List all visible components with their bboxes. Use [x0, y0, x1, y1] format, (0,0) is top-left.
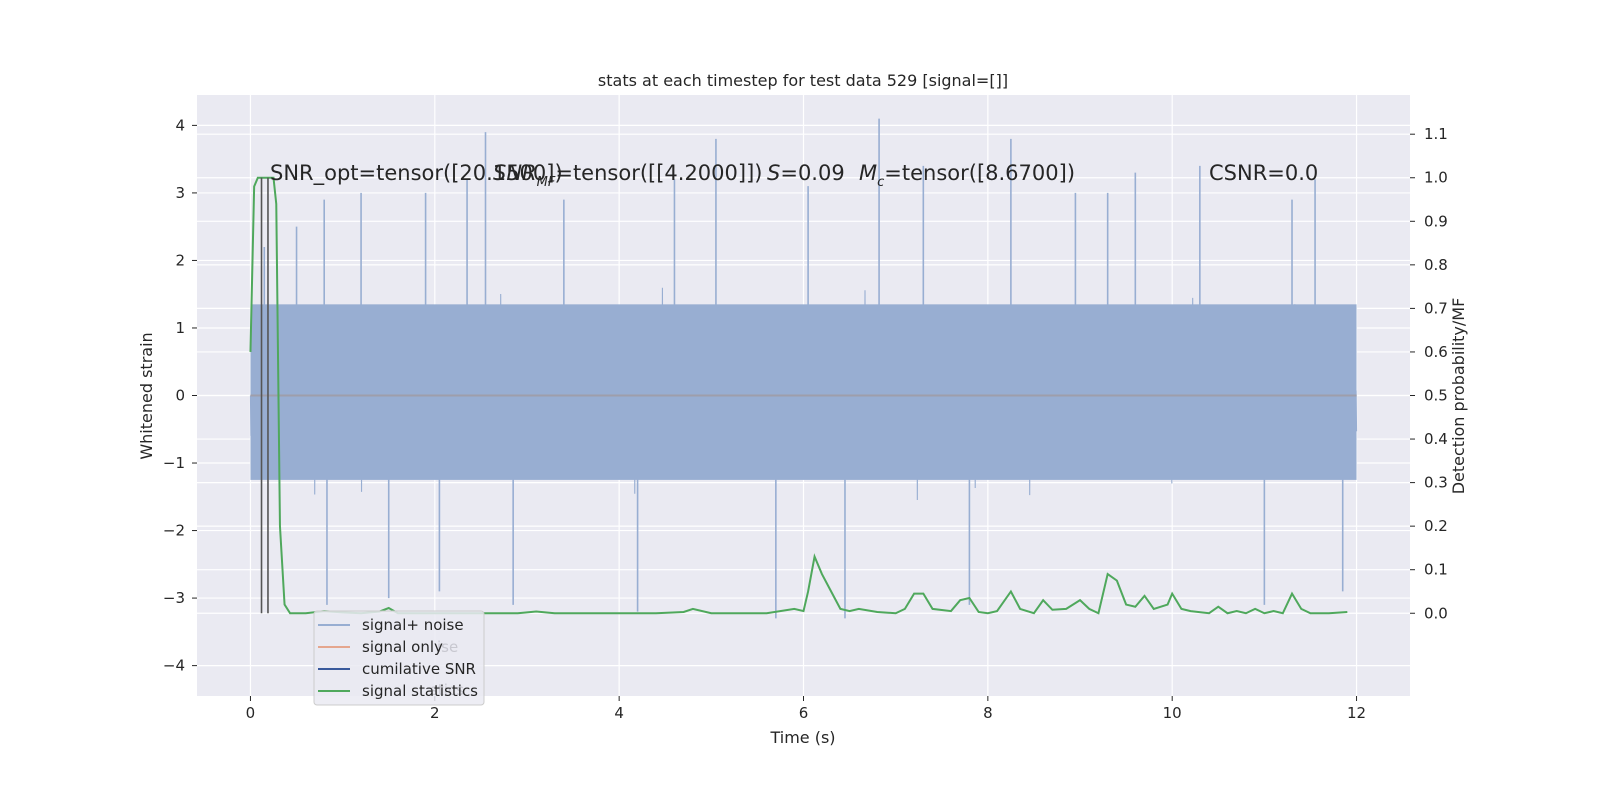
- y-right-tick-label-7: 0.7: [1424, 299, 1448, 317]
- y-left-tick-label-3: −1: [163, 454, 185, 472]
- marker-lines: [260, 177, 269, 614]
- y-right-tick-label-0: 0.0: [1424, 604, 1448, 622]
- axis-ticks: 0 2 4 6 8 10 12−4−3−2−1012340.00.10.20.30.40.5…: [163, 116, 1448, 722]
- y-right-tick-label-5: 0.5: [1424, 387, 1448, 405]
- y-left-tick-label-4: 0: [175, 387, 185, 405]
- annotation-chirp-mass: Mc=tensor([8.6700]): [859, 161, 1075, 190]
- legend-label-signal-noise: signal+ noise: [362, 616, 464, 634]
- y-left-tick-label-7: 3: [175, 184, 185, 202]
- y-right-tick-label-4: 0.4: [1424, 430, 1448, 448]
- y-left-tick-label-0: −4: [163, 657, 185, 675]
- y-right-tick-label-10: 1.0: [1424, 169, 1448, 187]
- y-right-tick-label-6: 0.6: [1424, 343, 1448, 361]
- legend: ise stics signal+ noise signal only cumi…: [313, 610, 485, 706]
- y-left-tick-label-1: −3: [163, 589, 185, 607]
- y-right-tick-label-2: 0.2: [1424, 517, 1448, 535]
- annotation-snr-mf: SNRMF=tensor([[4.2000]]): [493, 161, 762, 190]
- x-tick-label-6: 12: [1347, 704, 1366, 722]
- legend-ghost-text-1: ise: [437, 638, 458, 656]
- y-axis-label-left: Whitened strain: [137, 332, 156, 459]
- y-right-tick-label-8: 0.8: [1424, 256, 1448, 274]
- y-left-tick-label-8: 4: [175, 116, 185, 134]
- signal-noise-series: [249, 118, 1358, 619]
- y-left-tick-label-6: 2: [175, 251, 185, 269]
- y-right-tick-label-9: 0.9: [1424, 212, 1448, 230]
- y-right-tick-label-1: 0.1: [1424, 561, 1448, 579]
- annotation-snr-opt: SNR_opt=tensor([20.1500]): [270, 161, 563, 186]
- x-tick-label-0: 0: [246, 704, 256, 722]
- legend-label-cumulative-snr: cumilative SNR: [362, 660, 476, 678]
- x-tick-label-4: 8: [983, 704, 993, 722]
- y-left-tick-label-5: 1: [175, 319, 185, 337]
- x-tick-label-3: 6: [799, 704, 809, 722]
- x-tick-label-2: 4: [614, 704, 624, 722]
- x-tick-label-5: 10: [1163, 704, 1182, 722]
- legend-label-signal-statistics: signal statistics: [362, 682, 478, 700]
- y-left-tick-label-2: −2: [163, 522, 185, 540]
- y-right-tick-label-3: 0.3: [1424, 474, 1448, 492]
- legend-ghost-text-2: stics: [430, 681, 464, 699]
- annotation-csnr: CSNR=0.0: [1209, 161, 1318, 185]
- annotations: SNR_opt=tensor([20.1500]) SNRMF=tensor([…: [270, 161, 1318, 190]
- chart-title: stats at each timestep for test data 529…: [598, 71, 1008, 90]
- signal-noise-core: [250, 304, 1357, 480]
- x-tick-label-1: 2: [430, 704, 440, 722]
- x-axis-label: Time (s): [769, 728, 835, 747]
- legend-label-signal-only: signal only: [362, 638, 443, 656]
- y-right-tick-label-11: 1.1: [1424, 125, 1448, 143]
- y-axis-label-right: Detection probability/MF: [1449, 298, 1468, 495]
- annotation-spin: S=0.09: [767, 161, 845, 185]
- legend-box: [313, 610, 485, 706]
